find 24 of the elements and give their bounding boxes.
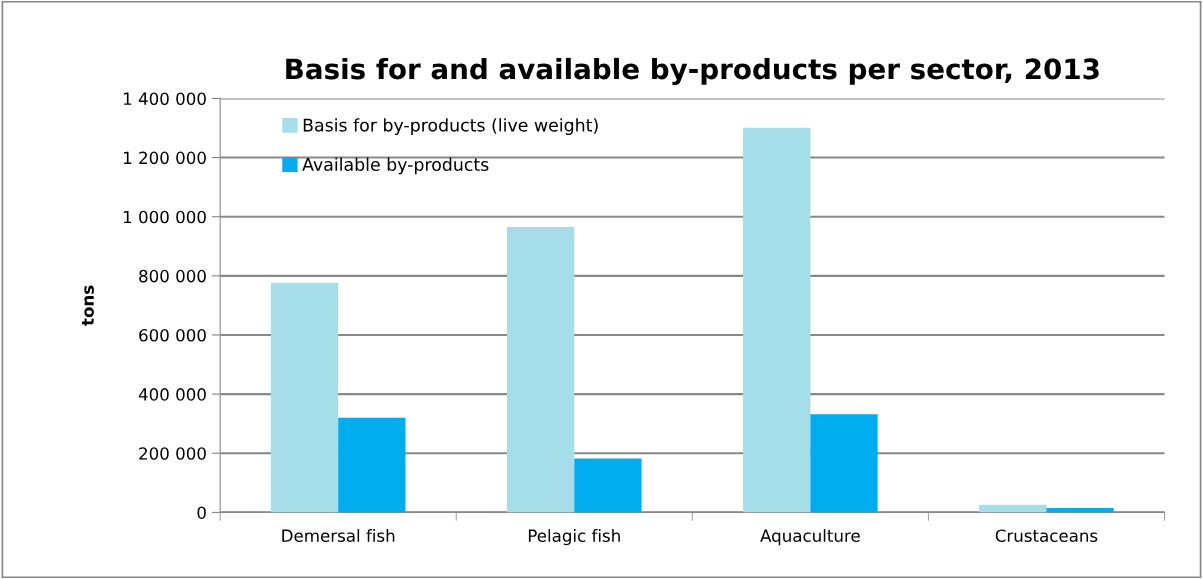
bar [810,414,878,513]
y-tick-label: 200 000 [139,447,206,460]
bar [507,227,575,513]
y-tick-label: 1 000 000 [123,210,206,224]
chart-title: Basis for and available by-products per sector, 2013 [286,57,1099,85]
bar [743,127,811,513]
x-tick-label: Aquaculture [760,529,860,546]
y-tick-label: 0 [197,506,206,519]
legend-label: Basis for by-products (live weight) [303,118,598,135]
bar [979,504,1047,513]
bar [574,458,642,513]
y-tick-label: 400 000 [138,388,206,401]
x-tick-label: Pelagic fish [528,529,620,546]
y-tick-label: 600 000 [139,328,206,342]
y-tick-label: 800 000 [139,269,206,283]
y-tick-label: 1 200 000 [123,151,206,165]
bar [270,282,339,513]
legend-label: Available by-products [302,157,489,175]
y-axis-title: tons [81,285,94,326]
y-tick-label: 1 400 000 [123,92,206,105]
x-tick-label: Demersal fish [282,529,395,542]
bar [1046,507,1114,513]
x-tick-label: Crustaceans [995,529,1098,542]
bar [338,417,406,513]
